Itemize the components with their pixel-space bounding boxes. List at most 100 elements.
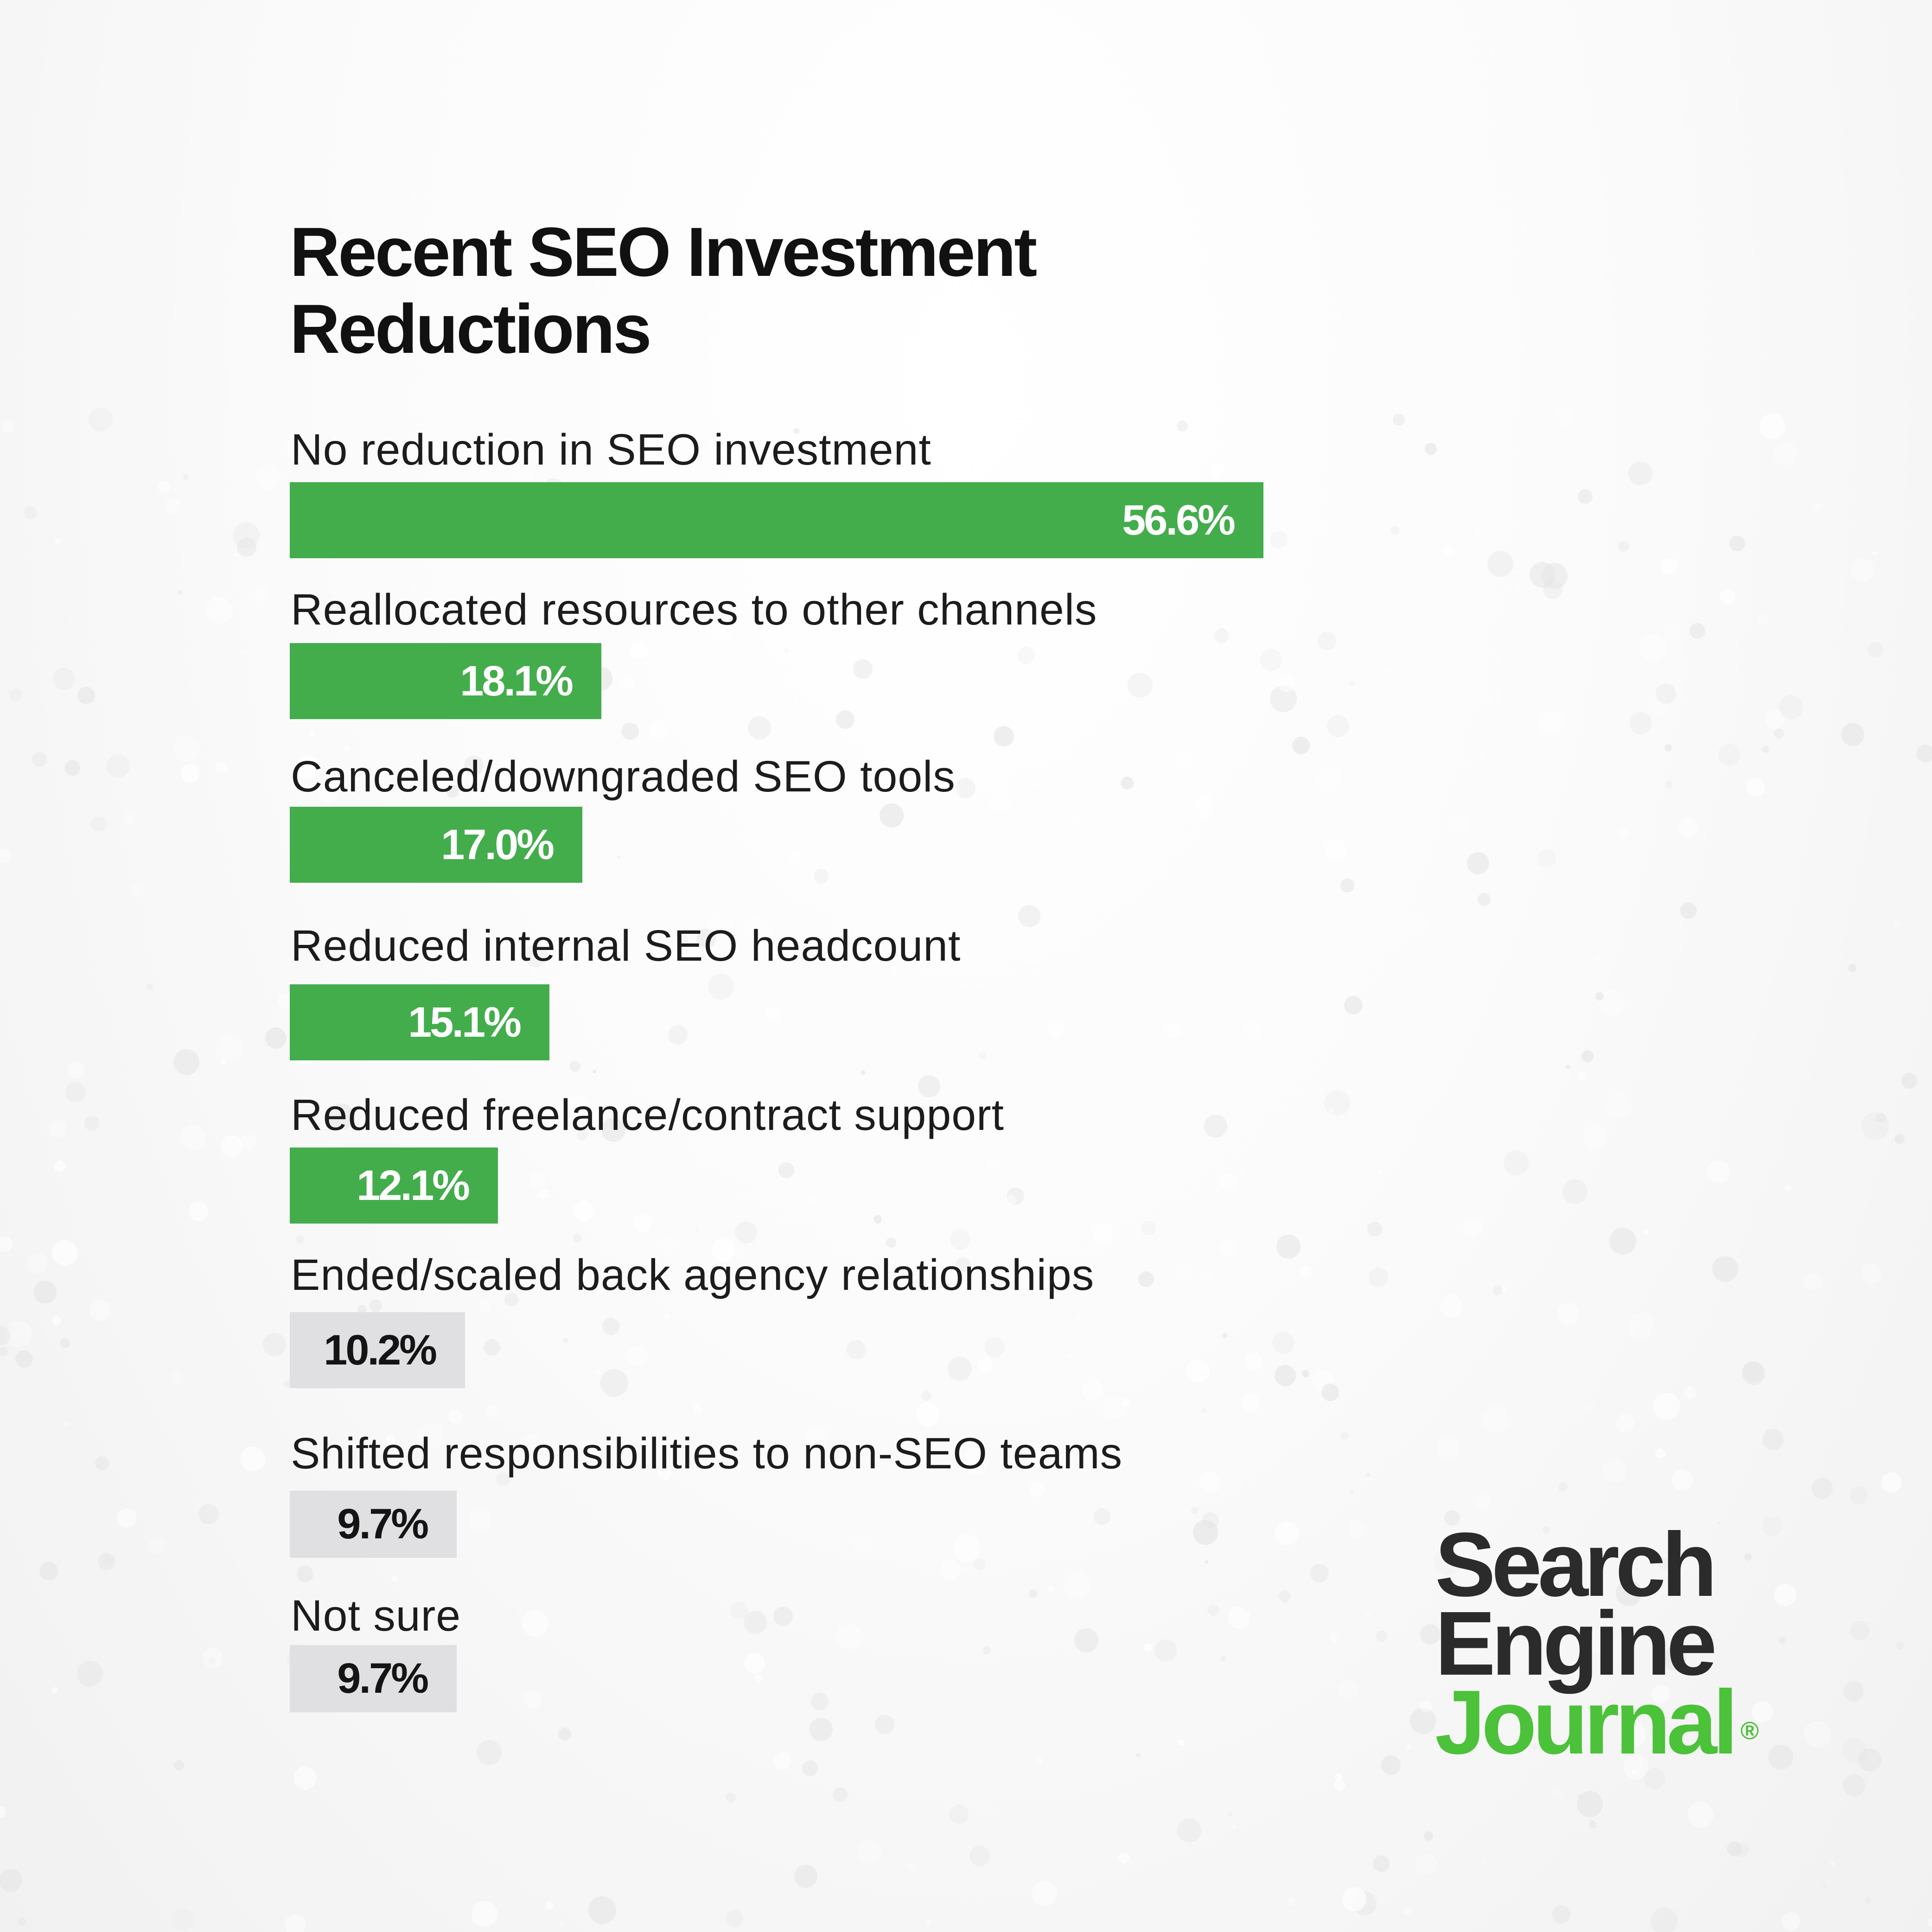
speckle-dot bbox=[1275, 1521, 1299, 1545]
speckle-dot bbox=[1275, 1365, 1296, 1386]
speckle-dot bbox=[663, 1026, 670, 1033]
speckle-dot bbox=[621, 722, 639, 740]
category-label: Reduced internal SEO headcount bbox=[291, 921, 961, 970]
speckle-dot bbox=[0, 1869, 22, 1892]
speckle-dot bbox=[523, 1690, 541, 1708]
speckle-dot bbox=[265, 1027, 287, 1049]
speckle-dot bbox=[569, 1061, 580, 1072]
speckle-dot bbox=[392, 1576, 397, 1581]
speckle-dot bbox=[484, 1339, 500, 1356]
speckle-dot bbox=[1094, 1508, 1110, 1525]
speckle-dot bbox=[1006, 1195, 1016, 1205]
speckle-dot bbox=[9, 689, 22, 701]
speckle-dot bbox=[1616, 1580, 1642, 1606]
speckle-dot bbox=[1053, 851, 1063, 861]
speckle-dot bbox=[91, 816, 107, 832]
speckle-dot bbox=[748, 716, 771, 740]
speckle-dot bbox=[1074, 1628, 1098, 1652]
speckle-dot bbox=[1876, 1113, 1886, 1123]
speckle-dot bbox=[989, 790, 1012, 812]
speckle-dot bbox=[1600, 1001, 1608, 1009]
speckle-dot bbox=[847, 1340, 866, 1359]
speckle-dot bbox=[472, 1901, 497, 1927]
speckle-dot bbox=[1644, 1768, 1665, 1789]
speckle-dot bbox=[173, 735, 200, 762]
speckle-dot bbox=[1830, 1861, 1835, 1866]
speckle-dot bbox=[1244, 1021, 1262, 1039]
speckle-dot bbox=[1742, 1362, 1765, 1385]
speckle-dot bbox=[1627, 1313, 1655, 1340]
speckle-dot bbox=[855, 1243, 875, 1262]
speckle-dot bbox=[1325, 839, 1346, 860]
bar: 15.1% bbox=[290, 984, 549, 1060]
speckle-dot bbox=[240, 1447, 265, 1472]
speckle-dot bbox=[1779, 1637, 1785, 1644]
speckle-dot bbox=[1391, 920, 1416, 944]
speckle-dot bbox=[309, 730, 315, 737]
speckle-dot bbox=[1434, 1547, 1462, 1575]
speckle-dot bbox=[1707, 1160, 1730, 1184]
speckle-dot bbox=[123, 814, 135, 826]
speckle-dot bbox=[765, 627, 792, 654]
speckle-dot bbox=[853, 659, 873, 679]
speckle-dot bbox=[293, 1766, 317, 1790]
speckle-dot bbox=[602, 1318, 620, 1335]
speckle-dot bbox=[833, 1787, 848, 1802]
speckle-dot bbox=[912, 941, 933, 962]
speckle-dot bbox=[319, 784, 338, 803]
speckle-dot bbox=[1424, 1831, 1433, 1841]
speckle-dot bbox=[1651, 1685, 1670, 1703]
bar: 9.7% bbox=[290, 1645, 457, 1712]
speckle-dot bbox=[241, 1134, 256, 1150]
speckle-dot bbox=[215, 761, 227, 773]
speckle-dot bbox=[1901, 1073, 1917, 1089]
speckle-dot bbox=[221, 1059, 226, 1065]
speckle-dot bbox=[52, 1240, 78, 1266]
speckle-dot bbox=[1128, 673, 1153, 698]
speckle-dot bbox=[559, 1922, 564, 1926]
speckle-dot bbox=[1447, 810, 1469, 833]
speckle-dot bbox=[680, 935, 689, 944]
speckle-dot bbox=[24, 506, 37, 519]
speckle-dot bbox=[539, 1189, 549, 1199]
speckle-dot bbox=[172, 1908, 194, 1931]
speckle-dot bbox=[1329, 1635, 1338, 1643]
speckle-dot bbox=[918, 1075, 940, 1097]
speckle-dot bbox=[773, 1607, 793, 1626]
speckle-dot bbox=[1671, 1469, 1693, 1491]
speckle-dot bbox=[1664, 624, 1685, 645]
bar: 17.0% bbox=[290, 807, 582, 883]
search-engine-journal-logo: Search Engine Journal ® bbox=[1435, 1519, 1759, 1768]
speckle-dot bbox=[1482, 1406, 1509, 1433]
speckle-dot bbox=[1136, 1753, 1141, 1758]
speckle-dot bbox=[610, 599, 623, 612]
speckle-dot bbox=[1467, 852, 1489, 874]
speckle-dot bbox=[1474, 1494, 1490, 1510]
speckle-dot bbox=[1365, 1473, 1370, 1477]
speckle-dot bbox=[53, 668, 75, 690]
speckle-dot bbox=[1186, 1359, 1210, 1383]
speckle-dot bbox=[1036, 1758, 1043, 1764]
speckle-dot bbox=[1539, 711, 1563, 735]
speckle-dot bbox=[54, 538, 61, 544]
logo-line-journal: Journal ® bbox=[1435, 1677, 1759, 1768]
speckle-dot bbox=[1469, 833, 1473, 836]
speckle-dot bbox=[1782, 1912, 1800, 1931]
speckle-dot bbox=[1578, 1071, 1586, 1080]
speckle-dot bbox=[1202, 1512, 1219, 1529]
speckle-dot bbox=[1779, 695, 1803, 719]
speckle-dot bbox=[284, 1380, 291, 1388]
speckle-dot bbox=[1415, 1853, 1437, 1875]
speckle-dot bbox=[1552, 1788, 1562, 1798]
speckle-dot bbox=[64, 1421, 69, 1427]
speckle-dot bbox=[627, 1345, 648, 1366]
speckle-dot bbox=[726, 1792, 736, 1803]
speckle-dot bbox=[712, 1238, 735, 1261]
speckle-dot bbox=[1566, 1065, 1570, 1070]
speckle-dot bbox=[77, 1661, 103, 1687]
speckle-dot bbox=[1338, 1681, 1358, 1700]
speckle-dot bbox=[1305, 720, 1308, 723]
speckle-dot bbox=[1543, 580, 1562, 599]
speckle-dot bbox=[1210, 463, 1224, 477]
speckle-dot bbox=[1487, 551, 1513, 577]
